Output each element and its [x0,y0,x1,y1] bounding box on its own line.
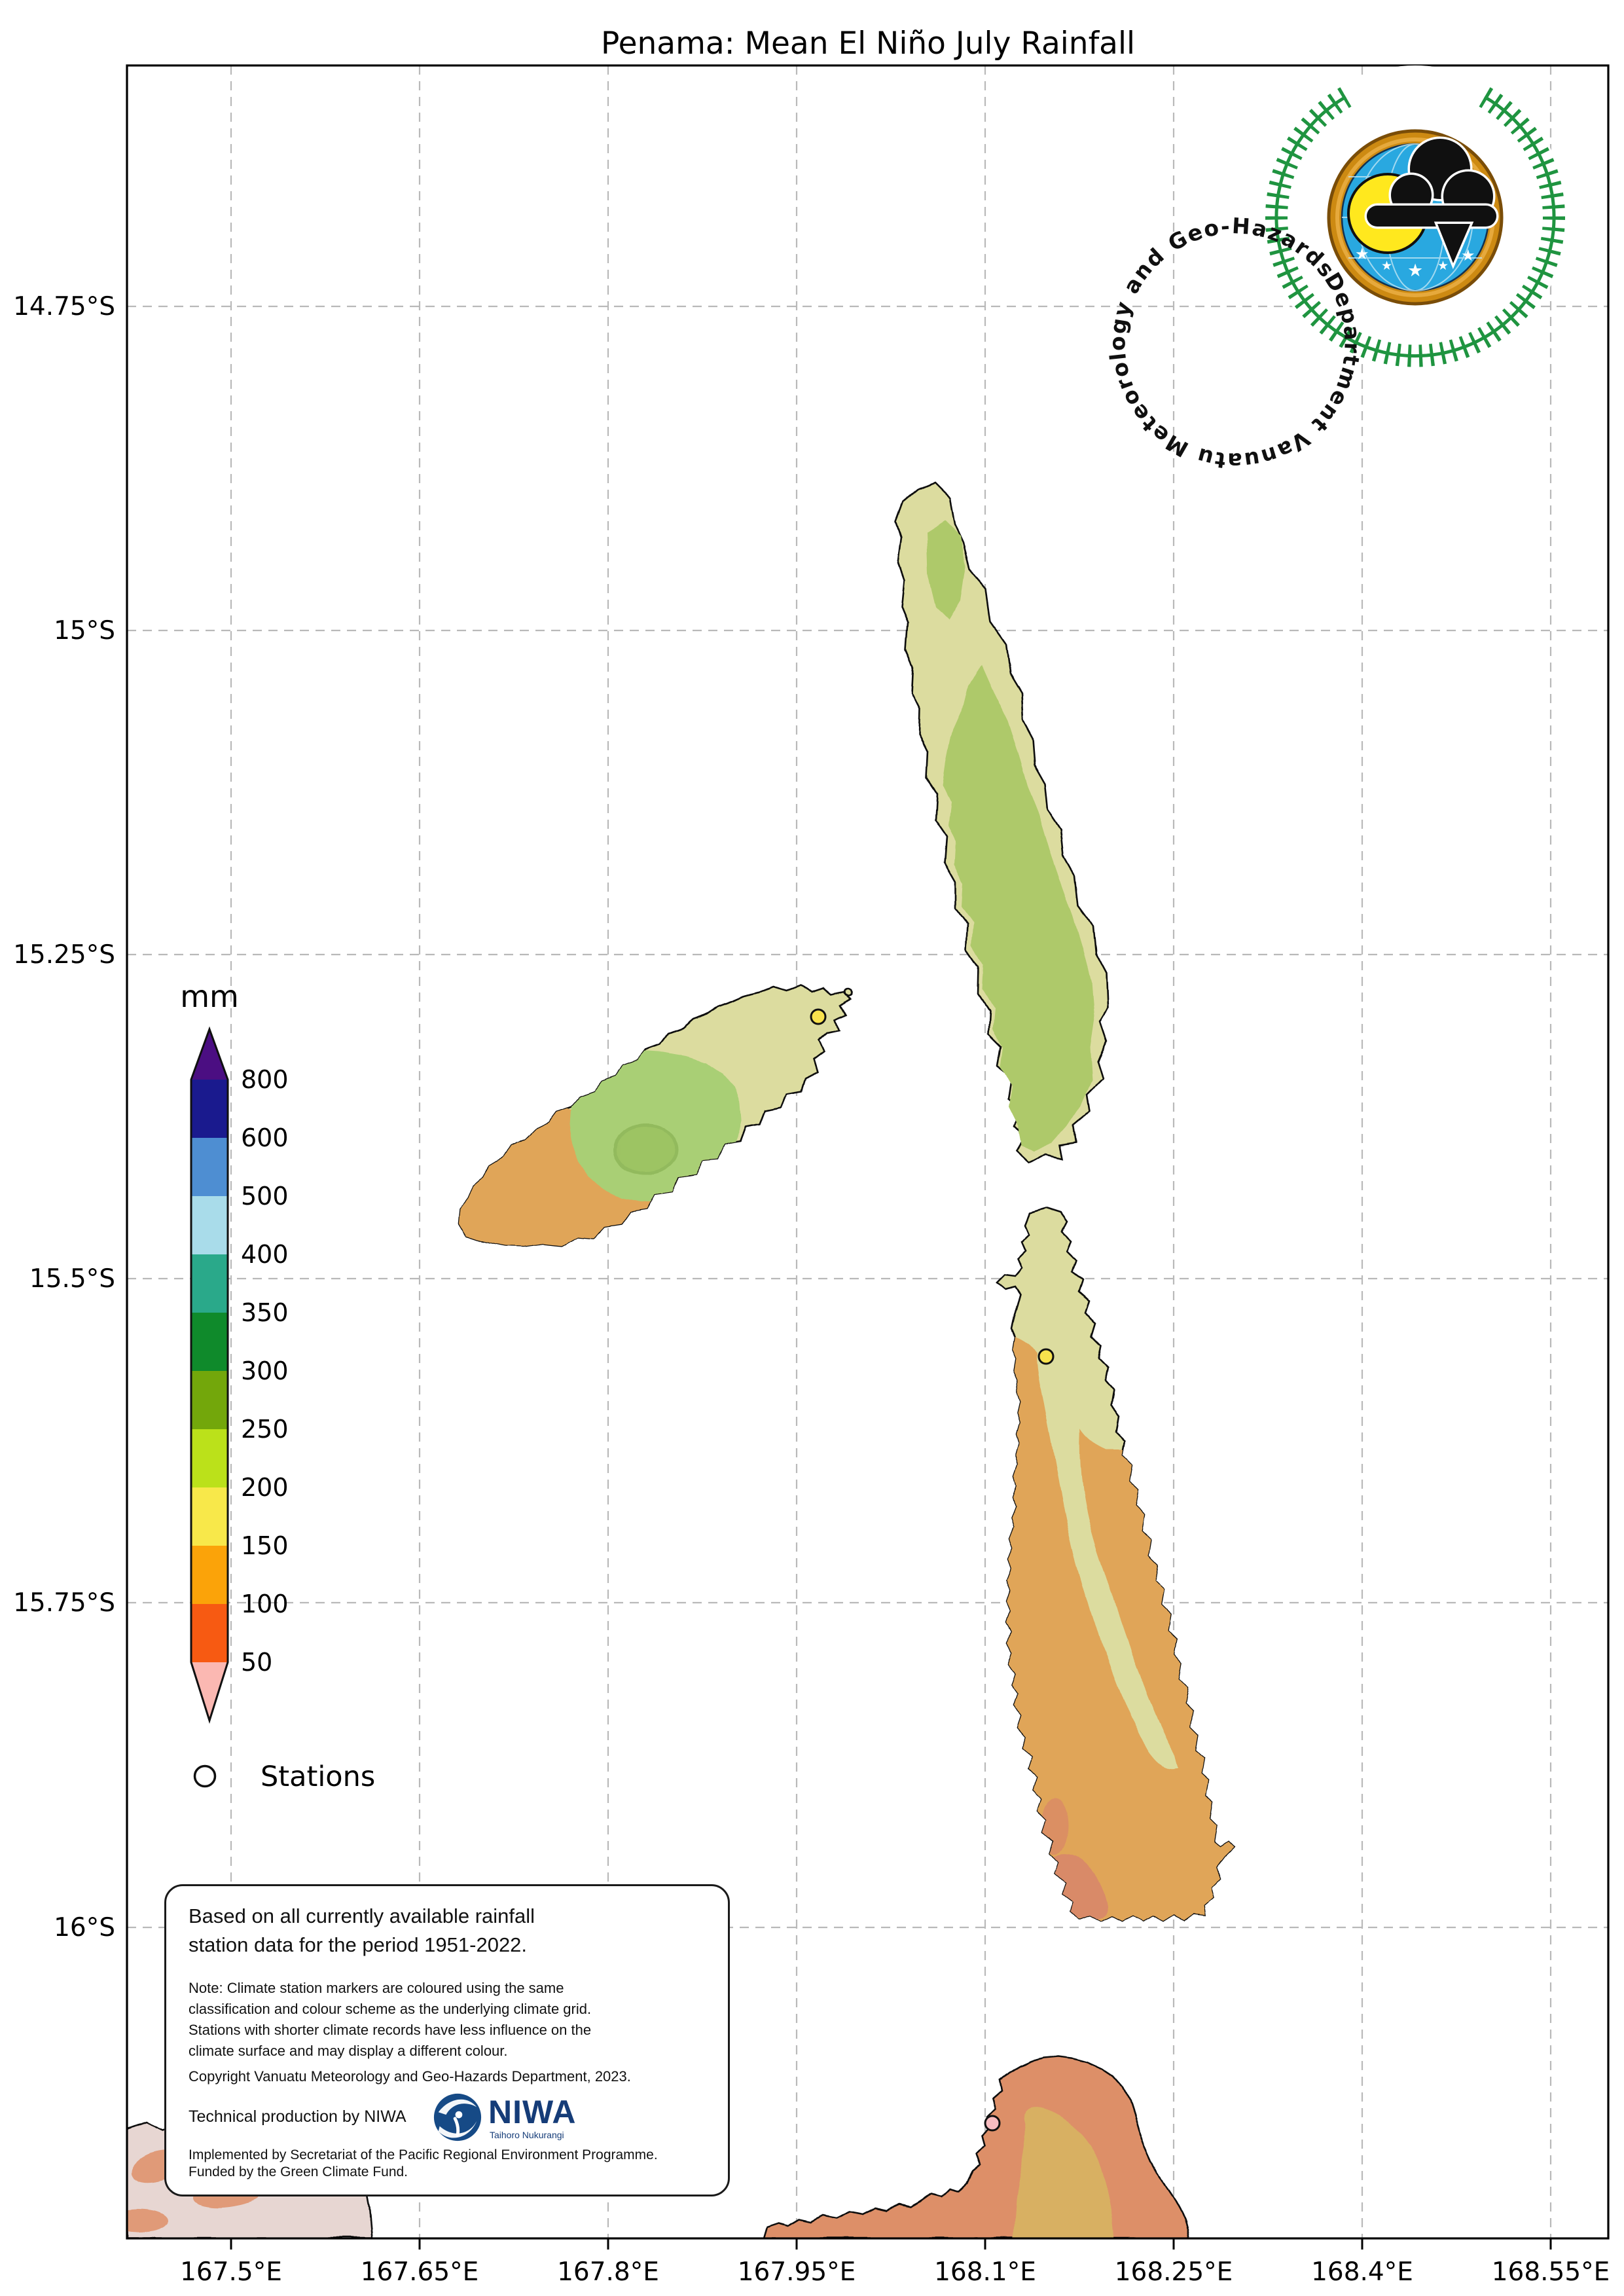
svg-text:★: ★ [1407,261,1423,281]
islet [844,987,853,996]
island-ambrym [763,2055,1190,2238]
copyright-text: Copyright Vanuatu Meteorology and Geo-Ha… [189,2068,631,2085]
lat-tick-label: 15.5°S [29,1264,115,1294]
lon-tick-label: 167.65°E [361,2257,479,2287]
info-box: Based on all currently available rainfal… [164,1884,730,2196]
info-heading: Based on all currently available rainfal… [189,1904,535,1956]
latitude-axis: 14.75°S 15°S 15.25°S 15.5°S 15.75°S 16°S [13,292,115,1942]
colorbar-title: mm [180,979,239,1014]
colorbar-labels: 800 600 500 400 350 300 250 200 150 100 … [241,1065,289,1677]
station-legend-icon [193,1764,217,1788]
svg-text:★: ★ [1437,259,1449,273]
colorbar: mm 800 600 500 400 350 300 250 200 150 1… [180,979,289,1724]
lon-tick-label: 168.55°E [1492,2257,1610,2287]
niwa-logo-icon [433,2093,482,2141]
lon-tick-label: 168.25°E [1115,2257,1233,2287]
svg-text:800: 800 [241,1065,289,1094]
lon-tick-label: 167.8°E [557,2257,659,2287]
station-marker-pentecost [1038,1348,1055,1365]
lat-tick-label: 15.25°S [13,940,115,970]
lon-tick-label: 168.1°E [934,2257,1036,2287]
lon-tick-label: 168.4°E [1311,2257,1413,2287]
svg-text:250: 250 [241,1415,289,1444]
svg-text:200: 200 [241,1473,289,1502]
svg-text:500: 500 [241,1182,289,1211]
island-pentecost [995,1207,1235,1922]
ambae-caldera [613,1124,680,1175]
technical-production-row: Technical production by NIWA NIWA Taihor… [189,2090,712,2145]
technical-production-text: Technical production by NIWA [189,2107,406,2126]
svg-text:150: 150 [241,1531,289,1560]
svg-text:50: 50 [241,1648,272,1677]
station-marker-ambae [810,1008,827,1025]
colorbar-outline [190,1026,229,1724]
info-note: Note: Climate station markers are colour… [189,1980,592,2059]
longitude-axis: 167.5°E 167.65°E 167.8°E 167.95°E 168.1°… [180,2257,1610,2287]
stations-legend-label: Stations [261,1760,375,1793]
stations-legend: Stations [193,1760,375,1793]
page-title: Penama: Mean El Niño July Rainfall [601,26,1135,62]
svg-text:★: ★ [1355,245,1369,263]
island-maewo [895,482,1109,1164]
svg-text:300: 300 [241,1357,289,1385]
lat-tick-label: 16°S [54,1913,115,1942]
axis-ticks [230,2238,1552,2250]
lat-tick-label: 15.75°S [13,1588,115,1618]
svg-text:100: 100 [241,1590,289,1618]
station-markers [810,1008,1055,2132]
logo-stars: ★ ★ ★ ★ ★ [1355,245,1475,281]
svg-text:400: 400 [241,1240,289,1269]
niwa-tagline: Taihoro Nukurangi [490,2130,564,2140]
svg-text:600: 600 [241,1123,289,1152]
lat-tick-label: 15°S [54,616,115,646]
svg-text:350: 350 [241,1298,289,1327]
niwa-wordmark: NIWA [488,2094,577,2130]
map-frame [126,64,1610,2240]
lon-tick-label: 167.95°E [738,2257,856,2287]
svg-text:★: ★ [1381,259,1392,273]
station-marker-ambrym [984,2115,1001,2132]
lon-tick-label: 167.5°E [180,2257,282,2287]
island-ambae [457,985,851,1248]
lat-tick-label: 14.75°S [13,292,115,321]
svg-text:★: ★ [1461,246,1475,264]
logo-arc-text: Department Vanuatu Meteorology and Geo-H… [1104,213,1365,474]
programme-credits: Implemented by Secretariat of the Pacifi… [189,2147,658,2179]
storm-cloud-icon [1364,136,1499,270]
